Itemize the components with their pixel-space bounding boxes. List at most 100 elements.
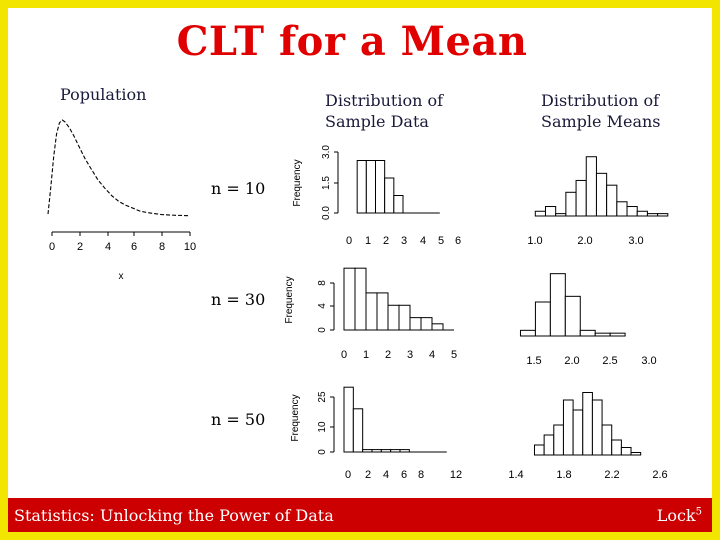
sample-means-n10-bar [534,210,546,217]
sample-means-n50-bar [601,424,613,456]
sample-data-n10-x-tick-label: 3 [401,235,407,247]
sample-means-n30-x-tick-label: 3.0 [641,355,656,367]
population-curve [47,119,191,217]
sample-data-n30-x-tick-label: 1 [363,349,369,361]
sample-means-n30-bar [549,273,566,337]
sample-means-n30-x-tick-label: 1.5 [526,355,541,367]
sample-means-n50-bar [543,434,555,456]
sample-data-n10-bar [384,177,395,214]
sample-data-n30-y-axis-label: Frequency [284,276,295,323]
sample-data-n30-x-tick-label: 2 [385,349,391,361]
sample-data-n10-y-tick-label: 3.0 [321,145,332,159]
sample-data-n30-bar [420,317,433,331]
sample-means-n10-bar [565,191,577,217]
sample-means-n30-x-tick-label: 2.0 [564,355,579,367]
row-label-n10: n = 10 [211,179,266,198]
sample-data-label-line2: Sample Data [325,112,429,131]
sample-data-n50-x-tick-label: 0 [345,469,351,481]
sample-means-n30-x-tick-label: 2.5 [602,355,617,367]
sample-data-n50-bar [352,408,364,453]
sample-data-n50-x-tick-label: 6 [401,469,407,481]
sample-data-n50-y-axis-label: Frequency [290,394,301,441]
sample-means-n50-x-tick-label: 1.4 [508,469,523,481]
population-x-tick-label: 0 [49,241,55,253]
sample-means-label: Distribution of Sample Means [541,90,661,132]
sample-means-n50-bar [611,439,622,456]
sample-means-n50-bar [572,409,584,456]
sample-data-n10-bar [375,160,386,214]
sample-data-n30-bar [398,304,411,331]
sample-data-n30-bar [365,292,378,331]
sample-data-n50-y-tick-label: 10 [317,421,328,433]
sample-data-n50-bar [343,386,354,453]
sample-data-n50-x-tick-label: 2 [365,469,371,481]
sample-data-n30-bar [354,267,367,331]
sample-data-n50-x-tick-label: 4 [383,469,389,481]
sample-data-label-line1: Distribution of [325,91,444,110]
footer-book-title: Statistics: Unlocking the Power of Data [14,506,334,525]
sample-means-label-line1: Distribution of [541,91,660,110]
sample-means-n50-bar [591,399,603,456]
population-x-axis-label: x [119,271,124,282]
sample-data-n10-x-tick-label: 0 [346,235,352,247]
sample-data-n30-bar [343,267,356,331]
sample-data-n30-x-tick-label: 4 [429,349,435,361]
footer-bar: Statistics: Unlocking the Power of Data … [8,498,712,532]
sample-means-n10-bar [585,156,597,217]
sample-data-n30-x-tick-label: 3 [407,349,413,361]
sample-means-n50-x-tick-label: 2.2 [604,469,619,481]
population-x-tick-label: 2 [77,241,83,253]
sample-data-n30-bar [387,304,400,331]
row-label-n30: n = 30 [211,290,266,309]
sample-data-n10-x-tick-label: 1 [365,235,371,247]
sample-data-n30-y-tick-label: 0 [317,327,328,333]
sample-means-n50-bar [582,392,593,456]
sample-data-n10-bar [356,160,367,214]
sample-data-n10-x-tick-label: 2 [383,235,389,247]
sample-means-n30-bar [564,295,581,337]
sample-means-n10-bar [595,172,608,217]
row-label-n50: n = 50 [211,410,266,429]
sample-data-n10-x-tick-label: 5 [438,235,444,247]
sample-means-label-line2: Sample Means [541,112,661,131]
sample-data-n10-x-tick-label: 4 [420,235,426,247]
sample-means-n30-bar [534,301,551,337]
sample-means-n30-bar [519,329,536,337]
sample-data-label: Distribution of Sample Data [325,90,443,132]
sample-data-n30-x-tick-label: 0 [341,349,347,361]
sample-means-n50-bar [553,424,564,456]
sample-data-n50-x-tick-label: 8 [418,469,424,481]
sample-data-n30-bar [376,292,389,331]
footer-author-name: Lock [656,506,696,525]
sample-data-n30-bar [409,317,422,331]
sample-data-n30-y-tick-label: 4 [317,303,328,309]
sample-means-n50-bar [533,444,545,456]
sample-means-n10-bar [544,206,557,217]
sample-data-n50-y-tick-label: 25 [317,391,328,403]
sample-means-n30-bar [579,329,596,337]
sample-means-n10-bar [606,184,618,217]
sample-data-n10-bar [365,160,377,214]
sample-means-n10-bar [616,201,628,217]
sample-data-n50-y-tick-label: 0 [317,449,328,455]
population-x-tick-label: 4 [105,241,111,253]
sample-data-n30-y-tick-label: 8 [317,280,328,286]
footer-author: Lock5 [657,506,702,525]
sample-means-n10-bar [575,179,587,217]
sample-data-n10-y-axis-label: Frequency [292,159,303,206]
population-x-tick-label: 8 [159,241,165,253]
sample-means-n50-x-tick-label: 1.8 [556,469,571,481]
sample-data-n10-y-tick-label: 1.5 [321,176,332,190]
sample-data-n10-bar [393,195,404,214]
population-x-tick-label: 6 [131,241,137,253]
sample-means-n10-x-tick-label: 3.0 [628,235,643,247]
sample-means-n50-bar [562,399,574,456]
population-x-tick-label: 10 [184,241,196,253]
sample-means-n10-bar [626,206,638,217]
sample-means-n10-x-tick-label: 2.0 [577,235,592,247]
sample-data-n50-x-tick-label: 12 [450,469,462,481]
population-label: Population [60,85,147,104]
sample-means-n10-x-tick-label: 1.0 [527,235,542,247]
slide-title: CLT for a Mean [176,18,528,65]
